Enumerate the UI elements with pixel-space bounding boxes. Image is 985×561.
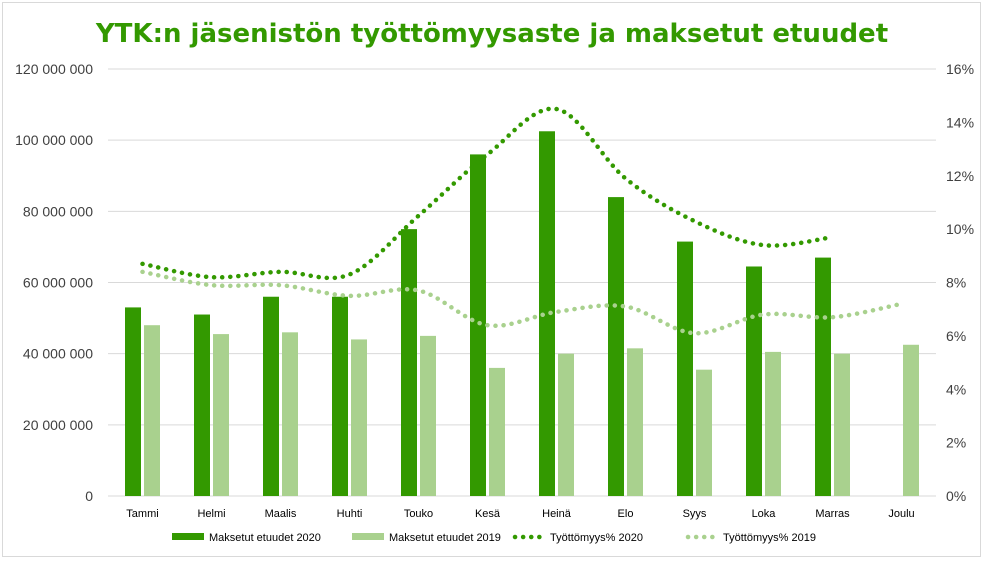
x-tick-label: Elo xyxy=(618,508,634,520)
bar xyxy=(489,367,505,496)
y-right-tick-label: 10% xyxy=(946,221,974,237)
x-tick-label: Syys xyxy=(683,508,707,520)
bar xyxy=(194,314,210,496)
y-right-tick-label: 4% xyxy=(946,381,966,397)
bar xyxy=(351,339,367,496)
x-tick-label: Marras xyxy=(815,508,850,520)
legend-label: Maksetut etuudet 2019 xyxy=(389,532,501,544)
legend: Maksetut etuudet 2020 Maksetut etuudet 20… xyxy=(172,532,816,544)
line-series xyxy=(140,106,904,336)
bar xyxy=(332,296,348,496)
bar xyxy=(539,131,555,497)
x-tick-label: Joulu xyxy=(888,508,914,520)
gridlines xyxy=(108,68,936,497)
chart-title: YTK:n jäsenistön työttömyysaste ja makse… xyxy=(95,19,888,49)
x-tick-label: Heinä xyxy=(542,508,572,520)
y-right-tick-label: 12% xyxy=(946,168,974,184)
bar xyxy=(746,266,762,496)
x-tick-label: Maalis xyxy=(265,508,297,520)
bar xyxy=(282,332,298,496)
bar xyxy=(765,351,781,496)
bar xyxy=(608,197,624,496)
bar xyxy=(420,335,436,496)
y-right-tick-label: 8% xyxy=(946,275,966,291)
y-right-tick-label: 16% xyxy=(946,61,974,77)
y-axis-right-ticks: 0% 2% 4% 6% 8% 10% 12% 14% 16% xyxy=(946,61,974,504)
legend-label: Työttömyys% 2019 xyxy=(723,532,816,544)
bar xyxy=(213,334,229,496)
x-tick-label: Touko xyxy=(404,508,433,520)
bar xyxy=(263,296,279,496)
y-right-tick-label: 14% xyxy=(946,114,974,130)
y-left-tick-label: 120 000 000 xyxy=(15,61,93,77)
x-tick-label: Huhti xyxy=(337,508,363,520)
series-line xyxy=(140,106,835,281)
y-left-tick-label: 80 000 000 xyxy=(23,203,93,219)
series-line xyxy=(140,269,904,336)
y-left-tick-label: 20 000 000 xyxy=(23,417,93,433)
x-tick-label: Helmi xyxy=(197,508,225,520)
bar xyxy=(470,154,486,496)
bar xyxy=(696,369,712,496)
bar-series xyxy=(125,131,919,497)
bar xyxy=(144,325,160,496)
legend-label: Työttömyys% 2020 xyxy=(550,532,643,544)
x-axis-ticks: Tammi Helmi Maalis Huhti Touko Kesä Heinä Elo Sy… xyxy=(126,508,914,520)
legend-label: Maksetut etuudet 2020 xyxy=(209,532,321,544)
y-left-tick-label: 40 000 000 xyxy=(23,346,93,362)
bar xyxy=(677,241,693,496)
y-left-tick-label: 60 000 000 xyxy=(23,275,93,291)
bar xyxy=(834,353,850,496)
bar xyxy=(401,229,417,496)
x-tick-label: Tammi xyxy=(126,508,158,520)
y-right-tick-label: 2% xyxy=(946,435,966,451)
bar xyxy=(558,353,574,496)
x-tick-label: Kesä xyxy=(475,508,501,520)
y-right-tick-label: 6% xyxy=(946,328,966,344)
bar xyxy=(815,257,831,496)
bar xyxy=(903,344,919,496)
y-axis-left-ticks: 0 20 000 000 40 000 000 60 000 000 80 000 00… xyxy=(15,61,93,504)
y-left-tick-label: 0 xyxy=(85,488,93,504)
legend-swatch xyxy=(352,533,384,540)
y-left-tick-label: 100 000 000 xyxy=(15,132,93,148)
legend-swatch xyxy=(172,533,204,540)
y-right-tick-label: 0% xyxy=(946,488,966,504)
bar xyxy=(125,307,141,496)
bar xyxy=(627,348,643,496)
x-tick-label: Loka xyxy=(752,508,777,520)
